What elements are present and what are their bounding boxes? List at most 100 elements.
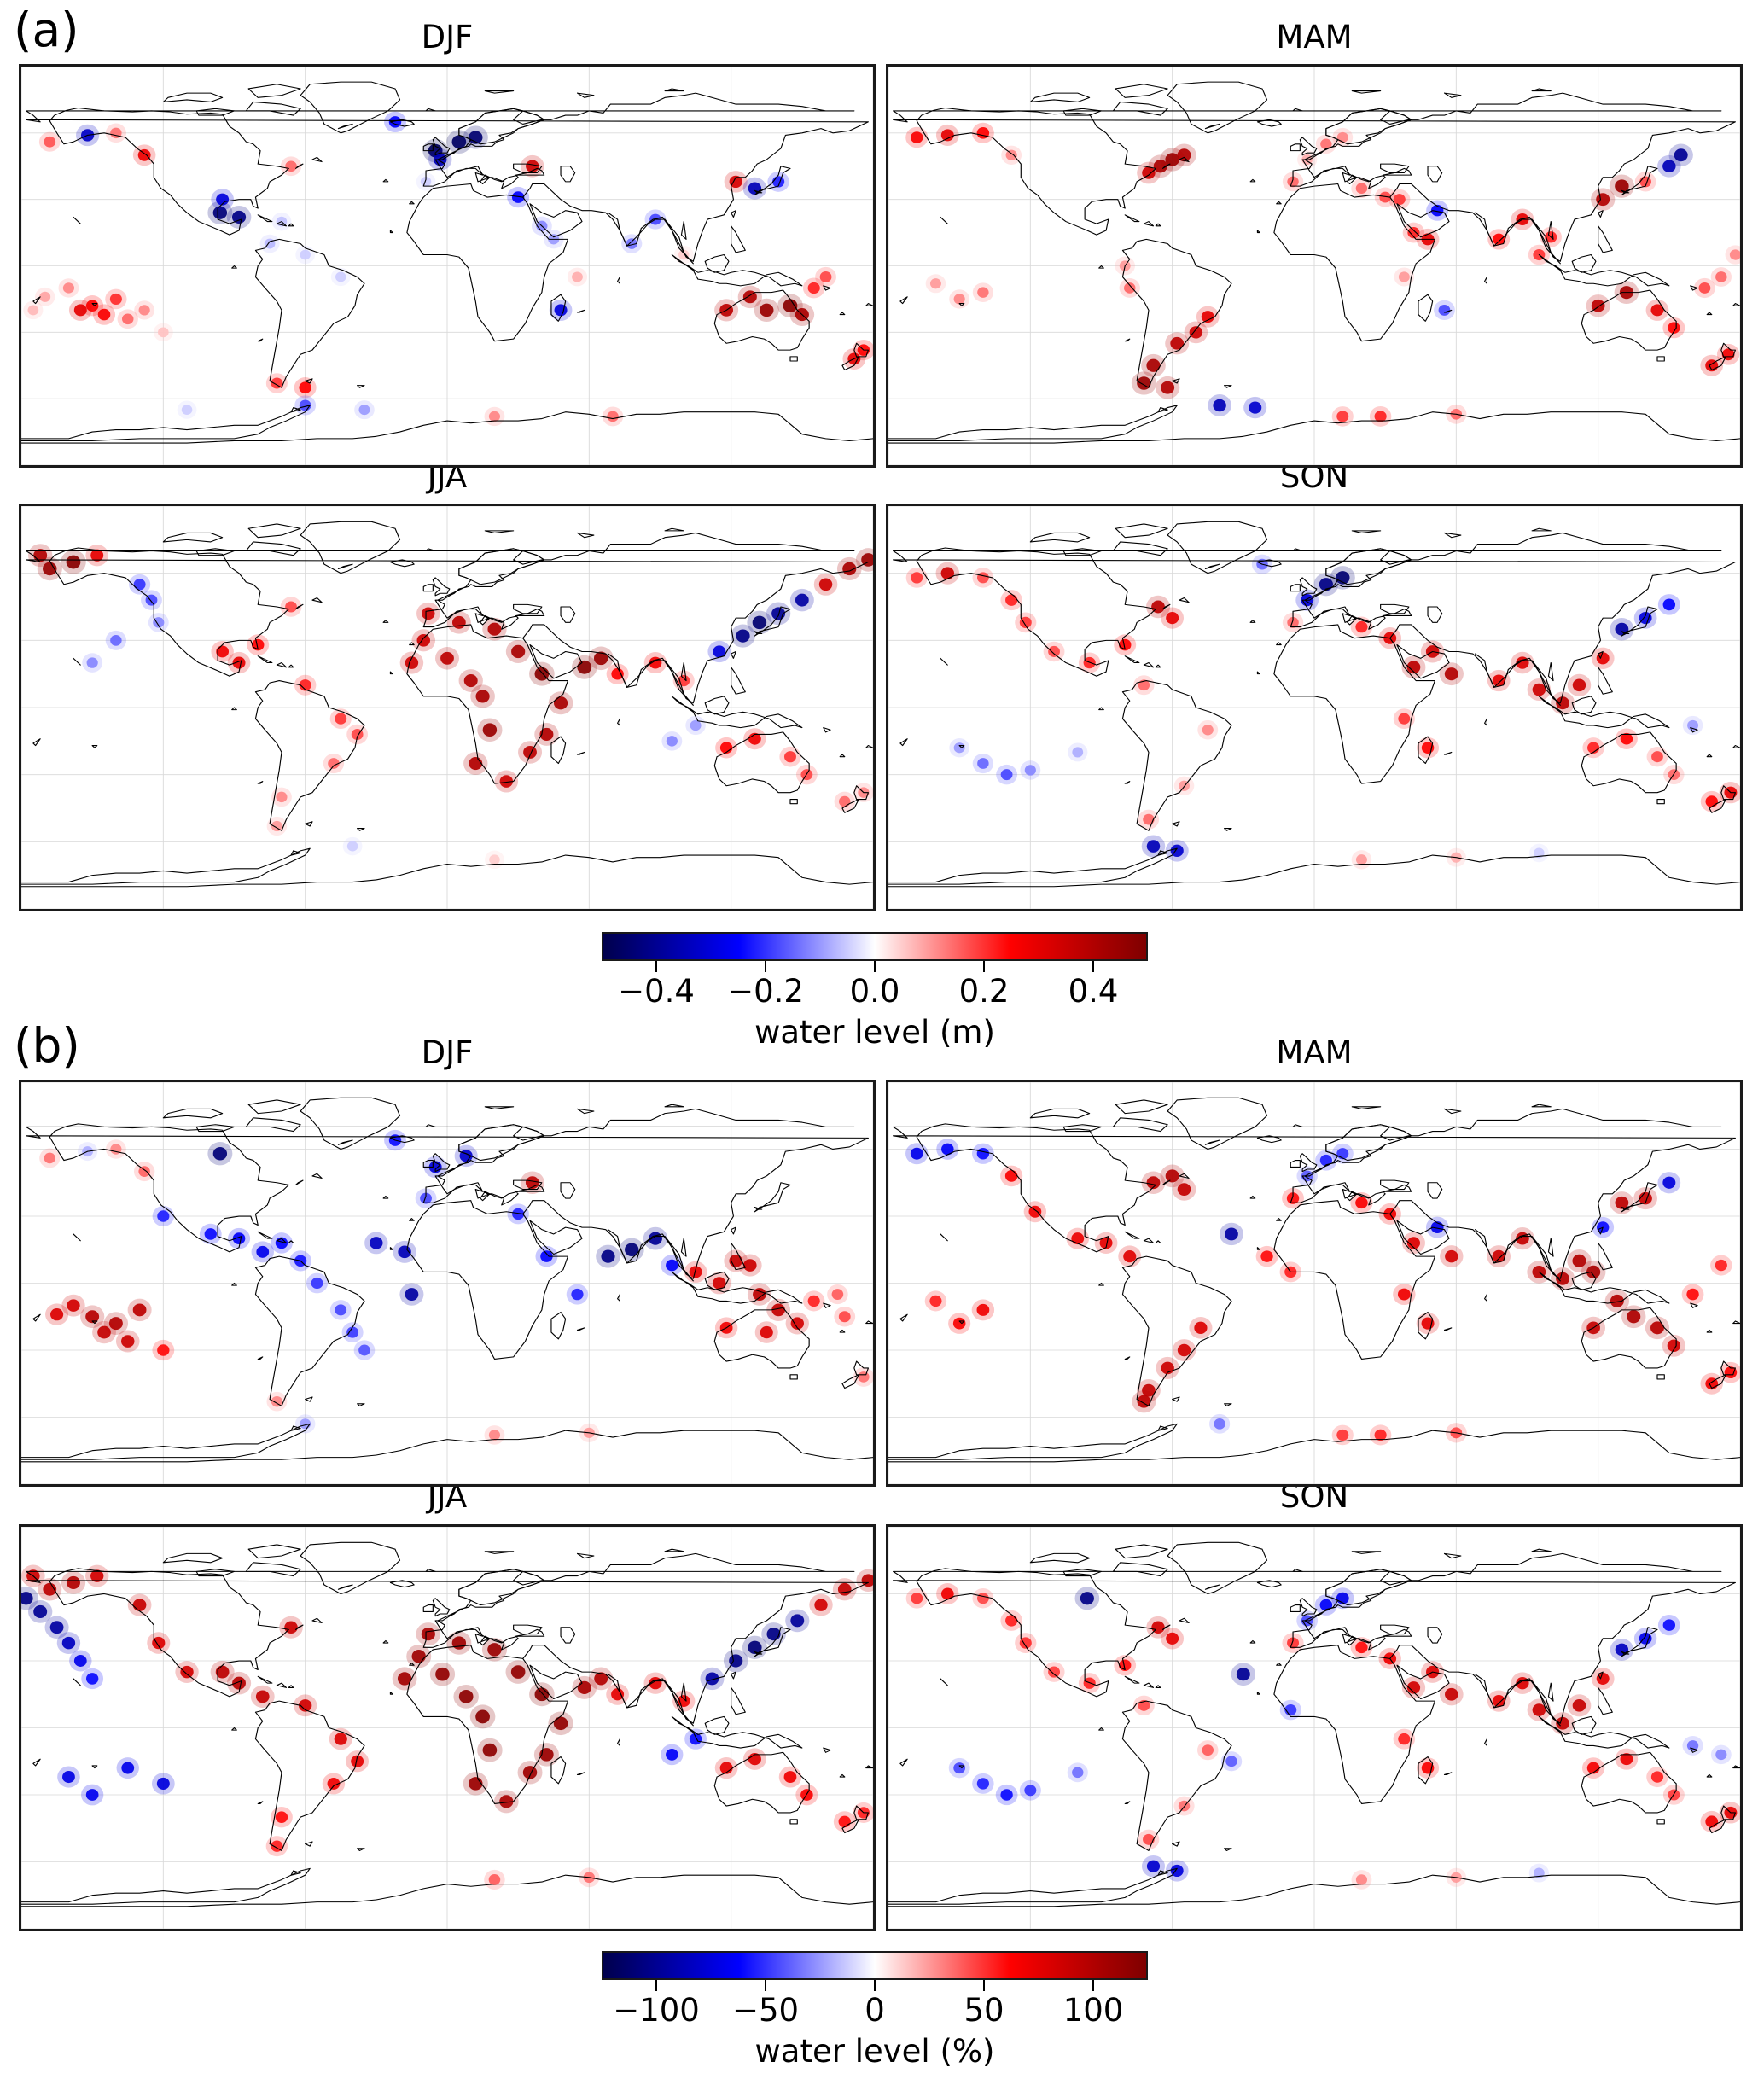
coastline-path [731, 1226, 736, 1235]
data-point [33, 1604, 48, 1618]
data-point [1406, 1237, 1421, 1249]
data-point [1639, 1632, 1652, 1645]
data-point [335, 713, 347, 725]
coastline-path [1161, 603, 1171, 610]
coastline-path [425, 1124, 436, 1127]
map-a-jja[interactable] [19, 504, 876, 911]
data-point [328, 758, 340, 769]
coastline-path [247, 523, 301, 539]
data-point [108, 1317, 123, 1331]
data-point [910, 131, 923, 143]
data-point [1142, 1383, 1156, 1397]
coastline-path [1621, 1627, 1658, 1657]
map-b-jja[interactable] [19, 1524, 876, 1931]
coastline-path [1249, 1195, 1256, 1199]
panel-letter-b: (b) [14, 1018, 80, 1073]
coastline-path [257, 1801, 264, 1804]
data-point [1146, 1176, 1161, 1190]
colorbar-a-tick-label: −0.4 [618, 973, 695, 1010]
data-point [753, 1288, 766, 1302]
coastline-path [1143, 1238, 1155, 1243]
data-point [977, 287, 989, 298]
map-a-son[interactable] [886, 504, 1743, 911]
map-a-djf[interactable] [19, 64, 876, 468]
coastline-path [1273, 183, 1435, 342]
colorbar-b-tick [655, 1980, 657, 1991]
data-point [554, 304, 568, 317]
data-point [1398, 1732, 1411, 1745]
map-svg [21, 506, 873, 909]
coastline-path [1598, 1242, 1613, 1271]
data-points [905, 1583, 1740, 1890]
coastline-path [1484, 1294, 1487, 1302]
coastline-path [1706, 754, 1713, 758]
data-point [593, 651, 608, 666]
coastline-path [1155, 223, 1161, 227]
coastline-path [853, 1805, 869, 1820]
data-point [43, 562, 57, 576]
coastline-path [406, 1200, 568, 1360]
data-point [523, 745, 537, 759]
coastline-path [1112, 1562, 1168, 1577]
coastline-path [389, 559, 415, 568]
data-point [818, 578, 833, 591]
data-point [940, 1587, 954, 1600]
coastline-path [839, 1773, 846, 1778]
coastline-path [1418, 736, 1434, 765]
coastline-path [1706, 1773, 1713, 1778]
coastline-path [425, 1569, 436, 1572]
coastline-path [1656, 356, 1665, 362]
coastline-path [73, 1678, 81, 1686]
coastline-path [21, 1423, 311, 1460]
coastline-path [789, 1374, 798, 1380]
coastline-path [1656, 798, 1665, 805]
data-point [1729, 249, 1740, 260]
coastline-path [1112, 101, 1168, 116]
map-b-son[interactable] [886, 1524, 1743, 1931]
data-point [626, 238, 637, 249]
data-point [153, 617, 165, 628]
data-point [795, 593, 809, 607]
coastline-path [245, 541, 301, 556]
coastline-path [958, 303, 965, 306]
data-point [334, 1732, 347, 1745]
data-point [1492, 674, 1505, 687]
map-b-mam[interactable] [886, 1080, 1743, 1487]
coastline-path [713, 289, 810, 351]
colorbar-a-tick [874, 961, 876, 972]
data-point [231, 210, 247, 224]
data-point [451, 135, 467, 149]
coastline-path [21, 405, 311, 441]
coastline-path [1124, 1675, 1140, 1684]
coastlines [888, 81, 1740, 444]
coastline-path [1732, 1320, 1740, 1325]
map-svg [21, 1082, 873, 1484]
data-point [838, 795, 851, 807]
coastline-path [1276, 1218, 1282, 1221]
data-point [358, 405, 370, 416]
map-svg [21, 67, 873, 465]
coastline-path [1161, 163, 1171, 169]
map-b-djf[interactable] [19, 1080, 876, 1487]
coastline-path [888, 1430, 1740, 1463]
data-point [1662, 1176, 1676, 1189]
coastline-path [409, 201, 415, 205]
data-point [61, 1636, 76, 1650]
coastline-path [245, 1562, 301, 1577]
coastline-path [704, 696, 730, 715]
coastline-path [382, 1195, 389, 1199]
data-point [649, 656, 662, 669]
coastline-path [1098, 265, 1104, 269]
colorbar-b-tick-label: −100 [613, 1992, 700, 2029]
coastline-path [1690, 1747, 1698, 1753]
data-point [1355, 1197, 1368, 1209]
coastline-path [1256, 559, 1282, 568]
coastline-path [713, 731, 810, 794]
map-a-mam[interactable] [886, 64, 1743, 468]
data-point [216, 193, 230, 206]
coastline-path [409, 642, 415, 646]
coastline-path [294, 1179, 304, 1185]
coastline-path [257, 1231, 273, 1239]
data-point [1123, 1249, 1137, 1263]
data-point [299, 679, 311, 691]
